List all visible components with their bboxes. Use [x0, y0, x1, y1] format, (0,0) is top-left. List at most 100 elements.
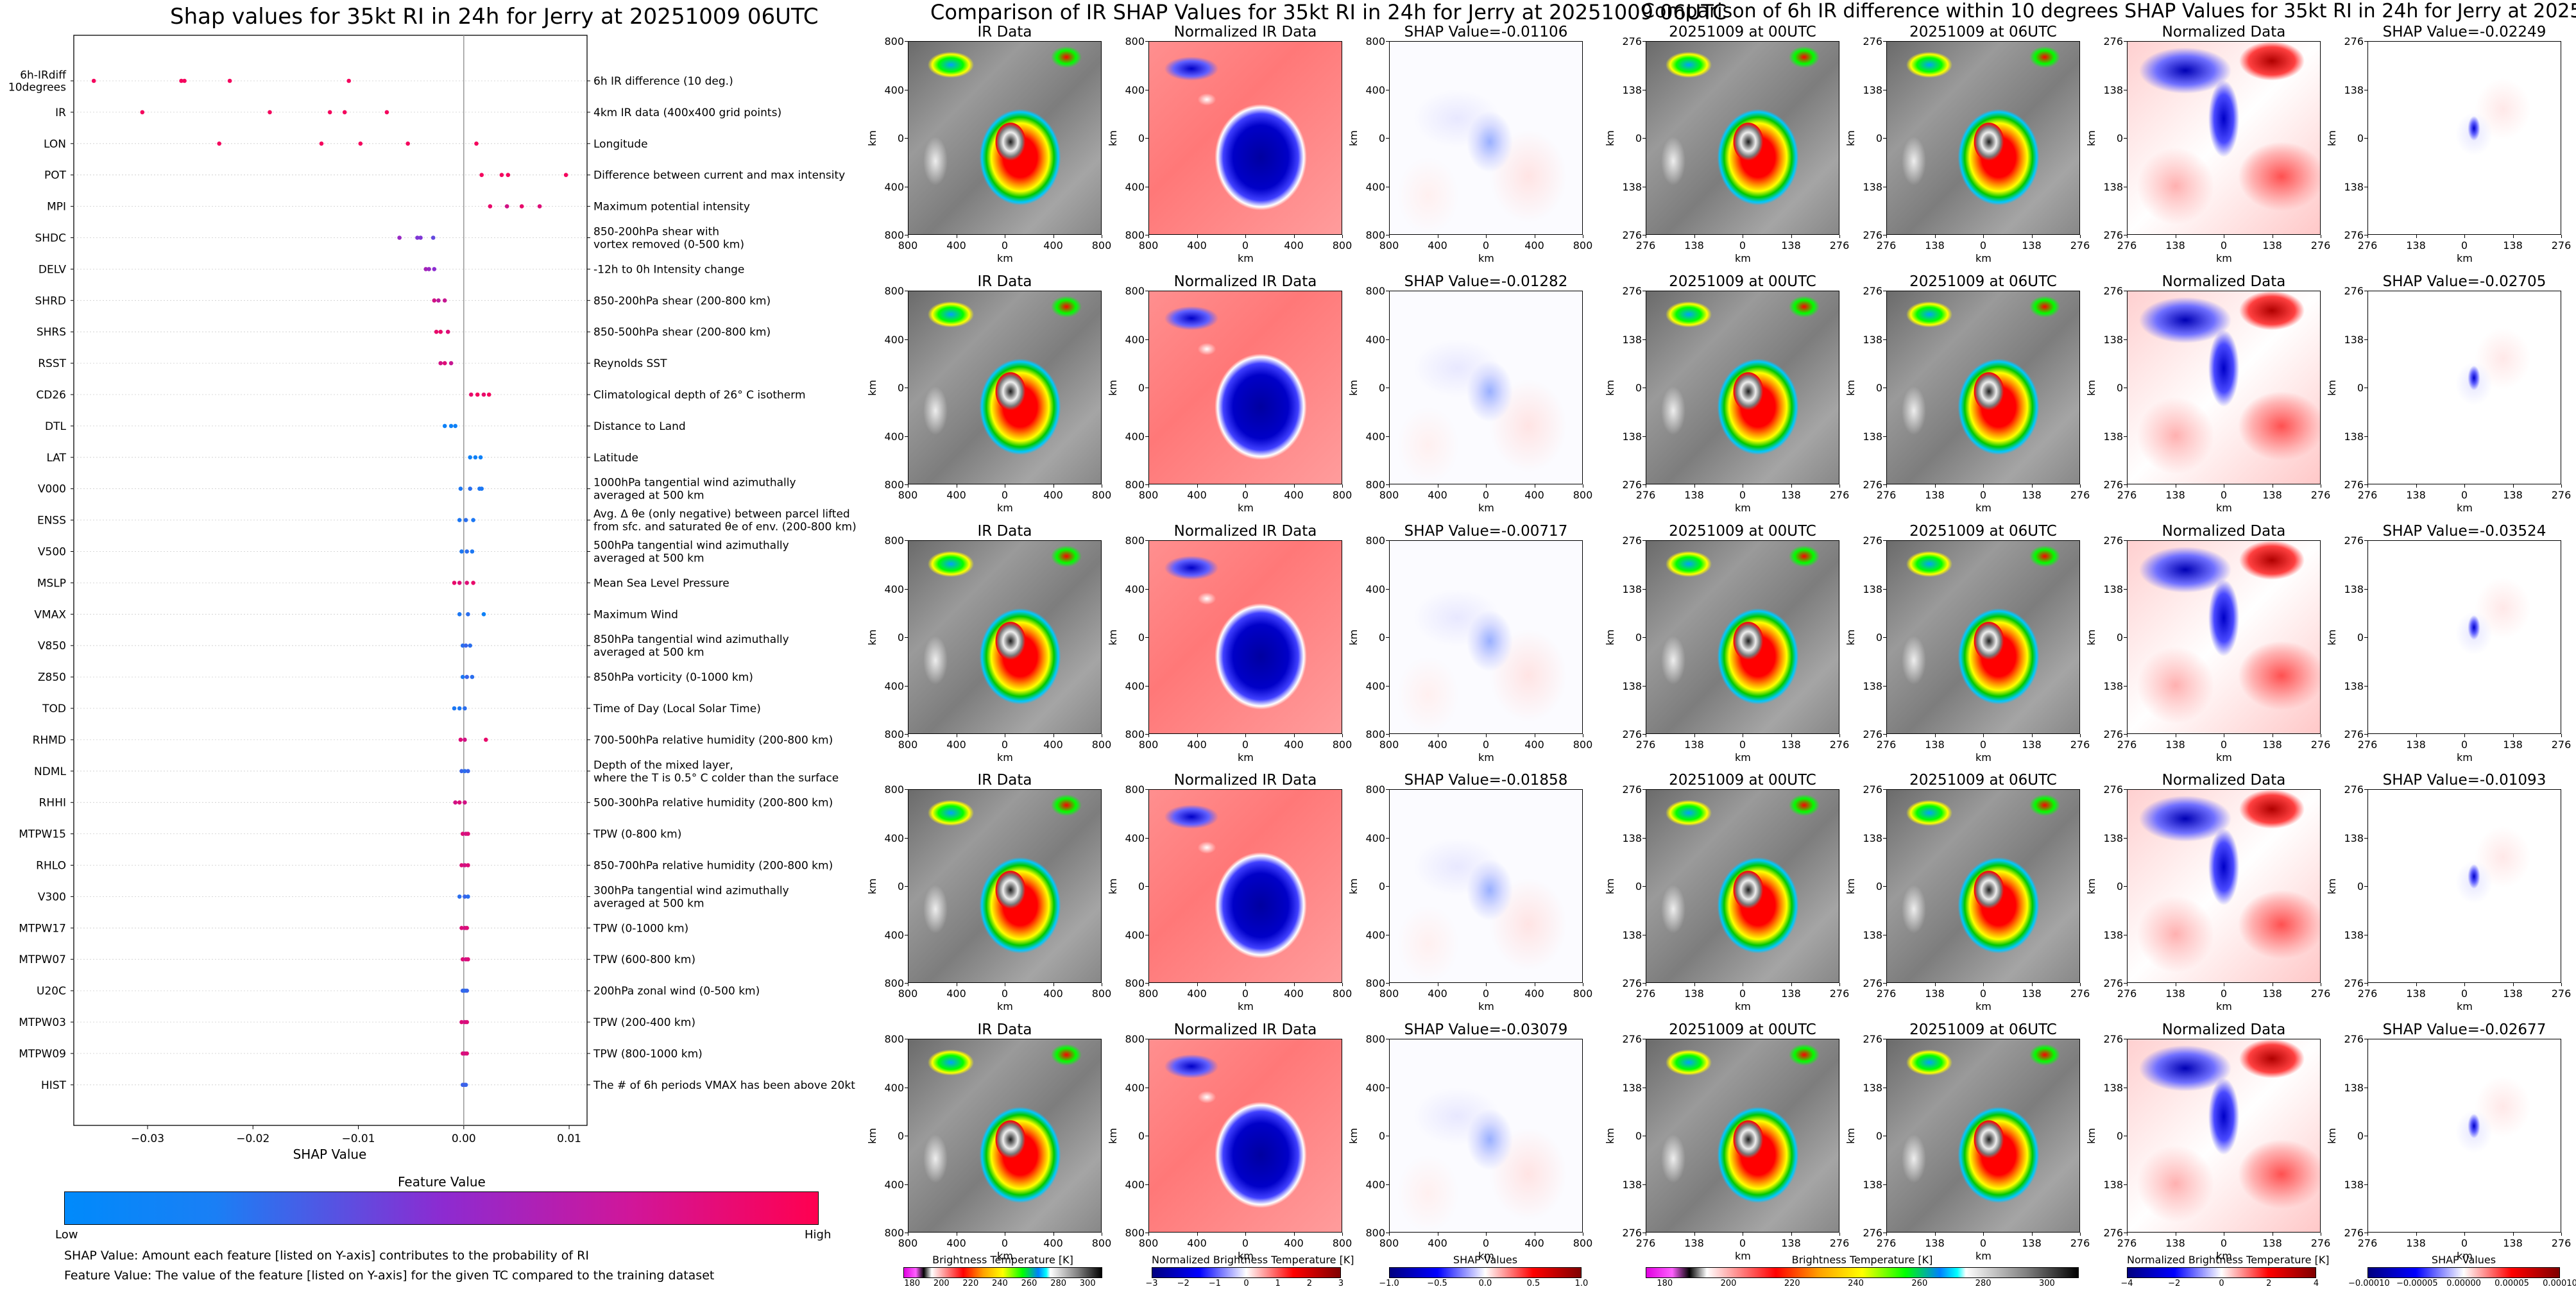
y-tick-label: 138: [2103, 180, 2123, 193]
y-tick-label: 400: [1125, 928, 1145, 941]
x-tick: [1694, 235, 1695, 238]
shap-point: [484, 737, 488, 742]
x-tick-label: 0: [2220, 738, 2228, 751]
note-feature-value: Feature Value: The value of the feature …: [64, 1268, 715, 1283]
colorbar-tick-label: 300: [2038, 1279, 2055, 1288]
x-tick-label: 0: [1241, 239, 1249, 252]
y-tick-label: 400: [1365, 83, 1385, 96]
y-tick: [1642, 540, 1646, 541]
x-tick-label: 0: [2461, 1237, 2468, 1249]
shap-point: [468, 643, 472, 648]
y-tick-label: 800: [884, 1227, 904, 1239]
x-tick-label: 0: [1241, 489, 1249, 501]
y-tick: [1883, 484, 1886, 485]
y-tick-label: 276: [2103, 1033, 2123, 1045]
x-tick: [1053, 734, 1054, 737]
colorbar-tick-label: 1: [1275, 1279, 1281, 1288]
colorbar-tick-label: 200: [1720, 1279, 1737, 1288]
x-tick: [2416, 235, 2417, 238]
feature-description-label: 300hPa tangential wind azimuthally: [593, 884, 789, 897]
x-tick: [1694, 983, 1695, 986]
y-tick-label: 276: [1622, 728, 1642, 740]
feature-row: [453, 800, 467, 805]
colorbar-tick-label: 260: [1021, 1279, 1037, 1288]
x-tick-label: 0: [2461, 239, 2468, 252]
x-tick-label: 400: [1187, 738, 1207, 751]
feature-row: [432, 298, 447, 303]
shap-point: [537, 204, 542, 209]
colorbar-tick-label: 180: [1657, 1279, 1673, 1288]
y-tick-label: 400: [884, 333, 904, 346]
feature-description-label: Maximum potential intensity: [593, 201, 750, 214]
x-tick-label: 0.01: [557, 1132, 581, 1145]
y-tick: [2364, 41, 2367, 42]
diff-06utc-panel-title: 20251009 at 06UTC: [1909, 772, 2057, 789]
feature-description-label: 500hPa tangential wind azimuthally: [593, 540, 789, 552]
feature-row: [457, 894, 470, 899]
y-tick-label: 276: [2103, 1227, 2123, 1239]
x-tick-label: 800: [898, 987, 918, 1000]
shap-point: [465, 926, 469, 930]
diff-shap-panel-image: [2367, 1039, 2561, 1233]
colorbar-tick-label: 300: [1079, 1279, 1096, 1288]
x-tick: [1694, 734, 1695, 737]
y-tick-label: 276: [1863, 1033, 1882, 1045]
x-tick-label: −0.03: [131, 1132, 164, 1145]
y-tick: [1386, 637, 1389, 638]
shap-point: [471, 581, 475, 585]
diff-00utc-panel-title: 20251009 at 00UTC: [1669, 523, 1816, 540]
feature-row: [91, 78, 351, 83]
feature-name-label: MTPW09: [19, 1048, 66, 1061]
x-axis-label: km: [1975, 751, 1992, 764]
y-tick: [2364, 734, 2367, 735]
y-axis-label: km: [1603, 629, 1616, 645]
y-tick: [1386, 484, 1389, 485]
diff-00utc-panel-title: 20251009 at 00UTC: [1669, 24, 1816, 40]
feature-row: [460, 832, 470, 836]
x-tick-label: 276: [2310, 1237, 2331, 1249]
feature-name-label: NDML: [34, 765, 66, 778]
x-tick-label: 276: [2310, 738, 2331, 751]
feature-row: [140, 110, 389, 115]
feature-description-label: TPW (800-1000 km): [593, 1048, 703, 1061]
diff-06utc-panel-image: [1886, 291, 2080, 484]
x-tick: [1342, 1233, 1343, 1236]
y-tick-label: 138: [1863, 679, 1882, 692]
y-tick-label: 800: [884, 534, 904, 547]
x-tick-label: 400: [1428, 239, 1447, 252]
x-tick: [1839, 235, 1840, 238]
x-tick-label: 138: [1684, 738, 1704, 751]
x-tick-label: 276: [2551, 489, 2572, 501]
y-tick-label: 400: [1125, 832, 1145, 844]
y-tick: [1642, 837, 1646, 839]
x-tick-label: 138: [2022, 239, 2042, 252]
x-tick: [1934, 1233, 1936, 1236]
shap-point: [438, 329, 443, 334]
y-tick: [2124, 540, 2127, 541]
y-tick-label: 800: [884, 479, 904, 491]
y-tick-label: 800: [884, 285, 904, 297]
shap-point: [499, 173, 504, 178]
x-axis-label: km: [2457, 1250, 2473, 1262]
ir-section-title: Comparison of IR SHAP Values for 35kt RI…: [930, 0, 1727, 24]
feature-description-label: from sfc. and saturated θe of env. (200-…: [593, 521, 857, 534]
y-tick-label: 138: [1622, 583, 1642, 595]
y-tick: [2364, 1184, 2367, 1185]
x-tick-label: 0: [1482, 1237, 1490, 1249]
y-tick-label: 800: [1125, 1227, 1145, 1239]
shap-point: [465, 581, 469, 585]
x-tick-label: 0: [2220, 987, 2228, 1000]
y-tick: [1642, 138, 1646, 139]
y-tick-label: 400: [1365, 679, 1385, 692]
y-axis-label: km: [1844, 878, 1857, 894]
y-tick: [2364, 540, 2367, 541]
x-tick: [1197, 235, 1198, 238]
y-tick: [1145, 436, 1148, 437]
x-tick: [1293, 1233, 1295, 1236]
diff-00utc-panel-image: [1646, 291, 1839, 484]
y-tick: [905, 540, 908, 541]
y-axis-label: km: [1844, 380, 1857, 396]
x-axis-label: km: [1238, 1250, 1254, 1262]
x-tick-label: 276: [2357, 1237, 2378, 1249]
feature-name-label: CD26: [36, 389, 66, 402]
